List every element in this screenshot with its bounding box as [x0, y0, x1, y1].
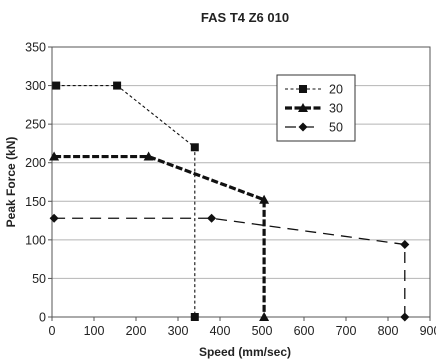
legend-marker: [298, 103, 308, 112]
legend-label: 20: [329, 83, 343, 97]
y-tick-label: 0: [39, 311, 46, 325]
y-tick-label: 350: [25, 41, 46, 55]
y-tick-label: 100: [25, 233, 46, 247]
x-tick-label: 600: [294, 324, 315, 338]
data-point: [52, 81, 61, 90]
data-point: [259, 194, 270, 204]
data-point: [113, 81, 122, 90]
y-tick-label: 50: [32, 272, 46, 286]
data-point: [400, 312, 410, 322]
x-axis-ticks: 0 100 200 300 400 500 600 700 800 900: [49, 317, 436, 338]
y-axis-ticks: 0 50 100 150 200 250 300 350: [25, 41, 52, 325]
x-tick-label: 500: [252, 324, 273, 338]
legend: 20 30 50: [276, 74, 356, 142]
legend-label: 50: [329, 121, 343, 135]
data-point: [207, 213, 217, 223]
legend-marker: [298, 122, 308, 132]
chart-title: FAS T4 Z6 010: [201, 10, 289, 25]
series-line: [54, 154, 266, 317]
y-tick-label: 250: [25, 118, 46, 132]
y-tick-label: 300: [25, 79, 46, 93]
legend-marker: [299, 85, 307, 93]
data-point: [190, 143, 199, 152]
x-tick-label: 400: [210, 324, 231, 338]
series-layer: [49, 81, 410, 322]
legend-label: 30: [329, 102, 343, 116]
series-line: [54, 217, 406, 317]
y-tick-label: 150: [25, 195, 46, 209]
plot-area-border: [51, 46, 431, 318]
series-50: [49, 213, 410, 322]
x-tick-label: 300: [168, 324, 189, 338]
data-point: [49, 151, 60, 161]
x-tick-label: 800: [378, 324, 399, 338]
data-point: [49, 213, 59, 223]
series-line: [56, 85, 196, 317]
data-point: [190, 313, 199, 321]
series-30: [49, 151, 270, 321]
x-tick-label: 100: [84, 324, 105, 338]
y-tick-label: 200: [25, 156, 46, 170]
series-20: [52, 81, 199, 321]
data-point: [259, 312, 270, 321]
legend-item: 20: [285, 83, 343, 97]
grid-lines: [52, 85, 430, 279]
legend-item: 30: [285, 102, 343, 116]
x-tick-label: 700: [336, 324, 357, 338]
x-tick-label: 200: [126, 324, 147, 338]
legend-item: 50: [285, 121, 343, 135]
y-axis-title: Peak Force (kN): [4, 137, 18, 228]
x-tick-label: 900: [420, 324, 436, 338]
x-tick-label: 0: [49, 324, 56, 338]
data-point: [400, 239, 410, 249]
data-point: [143, 151, 154, 161]
x-axis-title: Speed (mm/sec): [199, 345, 291, 359]
